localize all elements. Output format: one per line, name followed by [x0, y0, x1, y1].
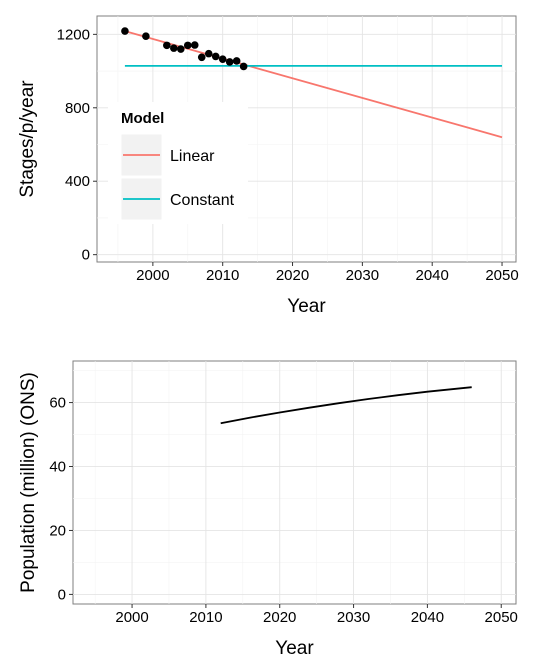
data-point: [218, 55, 227, 63]
x-axis-title: Year: [287, 296, 326, 317]
data-point: [225, 58, 234, 66]
x-tick-label: 2020: [263, 609, 296, 626]
x-tick-label: 2030: [337, 609, 370, 626]
x-tick-label: 2050: [485, 609, 518, 626]
data-point: [197, 53, 206, 62]
data-point: [239, 62, 248, 71]
legend: Model Linear Constant: [108, 102, 248, 224]
population-series-line: [220, 386, 472, 425]
x-tick-label: 2030: [346, 267, 379, 284]
legend-title: Model: [121, 110, 164, 127]
x-axis-title: Year: [275, 638, 314, 659]
x-tick-label: 2040: [411, 609, 444, 626]
x-tick-label: 2050: [485, 267, 518, 284]
y-tick-label: 0: [58, 586, 66, 603]
data-point: [170, 44, 178, 52]
population-chart: 2000 2010 2020 2030 2040 20500204060YearPopul…: [18, 360, 518, 659]
plot-panel: [72, 360, 517, 605]
x-tick-label: 2010: [206, 267, 239, 284]
data-point: [177, 45, 185, 53]
y-tick-label: 40: [49, 459, 66, 476]
x-tick-label: 2000: [115, 609, 148, 626]
data-point: [232, 57, 241, 65]
y-tick-label: 400: [65, 173, 90, 190]
x-tick-label: 2000: [136, 267, 169, 284]
data-point: [204, 49, 213, 58]
legend-label: Constant: [170, 192, 235, 209]
stages-chart: 2000 2010 2020 2030 2040 2050 0 400 800 1200 Year S…: [17, 15, 519, 317]
y-tick-label: 1200: [57, 26, 90, 43]
y-tick-label: 0: [82, 247, 90, 264]
y-tick-label: 20: [49, 522, 66, 539]
y-axis-title: Stages/p/year: [17, 80, 38, 198]
data-point: [190, 41, 199, 49]
legend-label: Linear: [170, 148, 215, 165]
y-tick-label: 800: [65, 100, 90, 117]
data-point: [183, 41, 192, 50]
data-point: [163, 41, 171, 50]
data-point: [142, 32, 150, 40]
data-point: [121, 27, 129, 35]
y-axis-title: Population (million) (ONS): [18, 372, 39, 593]
data-point: [211, 52, 220, 61]
x-tick-label: 2010: [189, 609, 222, 626]
x-tick-label: 2020: [276, 267, 309, 284]
x-tick-label: 2040: [416, 267, 449, 284]
y-tick-label: 60: [49, 395, 66, 412]
